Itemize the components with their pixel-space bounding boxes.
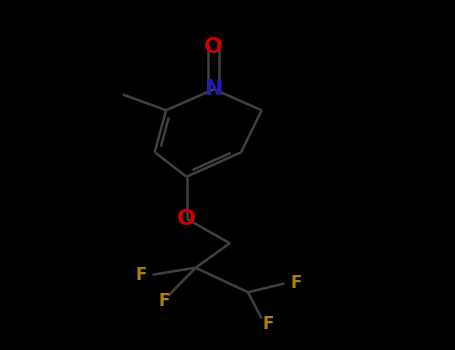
Text: F: F	[158, 292, 169, 310]
Text: O: O	[177, 209, 196, 229]
Text: F: F	[290, 274, 301, 293]
Text: F: F	[136, 266, 147, 284]
Text: F: F	[263, 315, 274, 333]
Text: N: N	[205, 79, 223, 99]
Text: O: O	[204, 37, 223, 57]
